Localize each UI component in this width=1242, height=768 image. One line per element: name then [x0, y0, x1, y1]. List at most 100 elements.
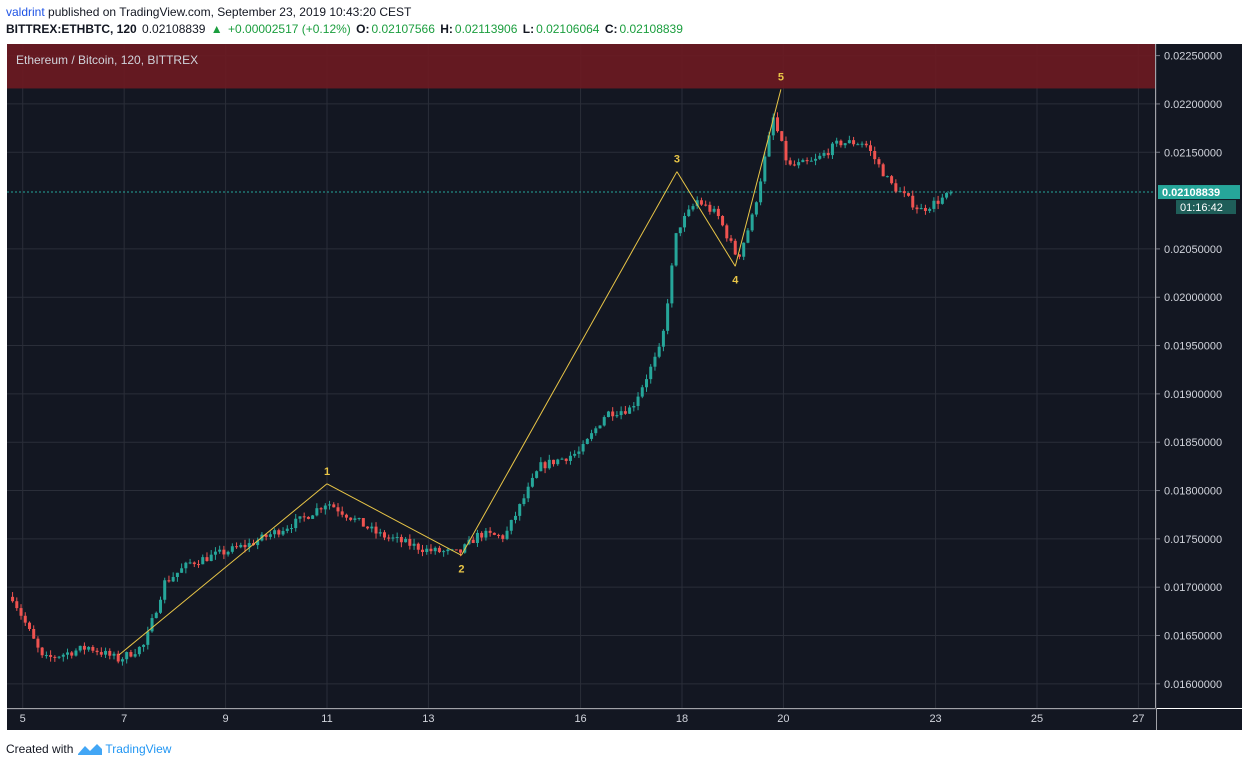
- axis-corner: [1157, 709, 1242, 730]
- candle-up: [180, 568, 184, 573]
- candle-down: [167, 580, 171, 582]
- candle-up: [209, 554, 213, 562]
- candle-up: [556, 459, 560, 465]
- author-name[interactable]: valdrint: [6, 5, 45, 19]
- candle-up: [636, 396, 640, 406]
- candle-up: [137, 646, 141, 655]
- candle-down: [344, 514, 348, 518]
- candle-down: [868, 145, 872, 151]
- candle-up: [112, 653, 116, 656]
- candle-up: [433, 547, 437, 552]
- candle-down: [129, 652, 133, 657]
- candle-down: [421, 549, 425, 552]
- candle-up: [378, 532, 382, 534]
- candle-up: [602, 417, 606, 426]
- candle-up: [847, 140, 851, 144]
- high-value: 0.02113906: [454, 22, 518, 36]
- open-value: 0.02107566: [371, 22, 435, 36]
- candle-up: [239, 544, 243, 548]
- candle-down: [737, 254, 741, 257]
- candle-up: [801, 160, 805, 163]
- candle-up: [856, 144, 860, 146]
- candle-up: [171, 577, 175, 582]
- time-axis[interactable]: 5 7 9 11 13 16 18 20 23 25 27: [20, 713, 1145, 725]
- candle-up: [822, 153, 826, 156]
- low-value: 0.02106064: [536, 22, 600, 36]
- candle-up: [687, 209, 691, 216]
- price-tick-label: 0.02050000: [1164, 244, 1222, 256]
- footer: Created with TradingView: [6, 742, 171, 756]
- candle-down: [53, 656, 57, 658]
- candle-up: [57, 656, 61, 658]
- open-label: O:: [356, 22, 370, 36]
- price-tick-label: 0.01800000: [1164, 486, 1222, 498]
- candle-down: [197, 564, 201, 566]
- ohlc-bar: BITTREX:ETHBTC, 120 0.02108839 ▲ +0.0000…: [6, 22, 685, 36]
- time-tick-label: 11: [321, 713, 332, 725]
- candle-up: [273, 530, 277, 535]
- close-value: 0.02108839: [619, 22, 683, 36]
- candle-up: [835, 140, 839, 144]
- candle-down: [116, 653, 120, 662]
- time-tick-label: 16: [574, 713, 586, 725]
- price-tick-label: 0.02200000: [1164, 99, 1222, 111]
- candle-up: [526, 486, 530, 499]
- tradingview-link[interactable]: TradingView: [105, 742, 172, 756]
- high-label: H:: [440, 22, 453, 36]
- symbol: BITTREX:ETHBTC, 120: [6, 22, 137, 36]
- candle-up: [547, 459, 551, 469]
- candle-down: [497, 534, 501, 536]
- candle-up: [142, 644, 146, 647]
- candle-up: [843, 143, 847, 146]
- candle-down: [839, 140, 843, 146]
- candle-up: [404, 538, 408, 543]
- candle-up: [632, 405, 636, 408]
- wave-label-4: 4: [732, 274, 739, 286]
- candle-up: [712, 208, 716, 212]
- time-axis-background: [7, 709, 1156, 730]
- candle-up: [898, 191, 902, 193]
- candle-up: [44, 655, 48, 657]
- candle-up: [670, 265, 674, 304]
- candle-up: [87, 646, 91, 650]
- candle-down: [27, 622, 31, 629]
- price-axis[interactable]: 0.02250000 0.02200000 0.02150000 0.02050000…: [1156, 51, 1222, 691]
- wave-segment: [676, 171, 736, 267]
- last-price: 0.02108839: [142, 22, 206, 36]
- close-label: C:: [604, 22, 618, 36]
- candle-down: [361, 518, 365, 527]
- candle-up: [66, 652, 70, 655]
- candle-up: [628, 407, 632, 414]
- candle-down: [488, 530, 492, 533]
- candle-down: [192, 562, 196, 565]
- candle-up: [133, 654, 137, 657]
- candle-up: [653, 356, 657, 367]
- price-tick-label: 0.01650000: [1164, 631, 1222, 643]
- candle-down: [873, 150, 877, 160]
- candle-up: [615, 415, 619, 417]
- candle-down: [894, 183, 898, 192]
- candle-up: [425, 548, 429, 552]
- candle-up: [230, 546, 234, 552]
- candle-down: [36, 638, 40, 648]
- candle-up: [505, 530, 509, 539]
- candle-up: [154, 612, 158, 619]
- candle-up: [640, 387, 644, 397]
- candle-down: [471, 539, 475, 543]
- candle-up: [247, 543, 251, 548]
- candle-down: [877, 159, 881, 165]
- price-tick-label: 0.01700000: [1164, 582, 1222, 594]
- candle-up: [594, 428, 598, 434]
- candle-down: [915, 207, 919, 210]
- candle-up: [809, 160, 813, 162]
- candle-up: [323, 505, 327, 510]
- candle-down: [501, 535, 505, 539]
- candle-up: [674, 233, 678, 266]
- candle-down: [429, 548, 433, 552]
- price-tick-label: 0.01750000: [1164, 534, 1222, 546]
- price-tick-label: 0.02250000: [1164, 51, 1222, 63]
- candle-up: [213, 551, 217, 555]
- candle-down: [454, 549, 458, 551]
- candle-down: [725, 225, 729, 239]
